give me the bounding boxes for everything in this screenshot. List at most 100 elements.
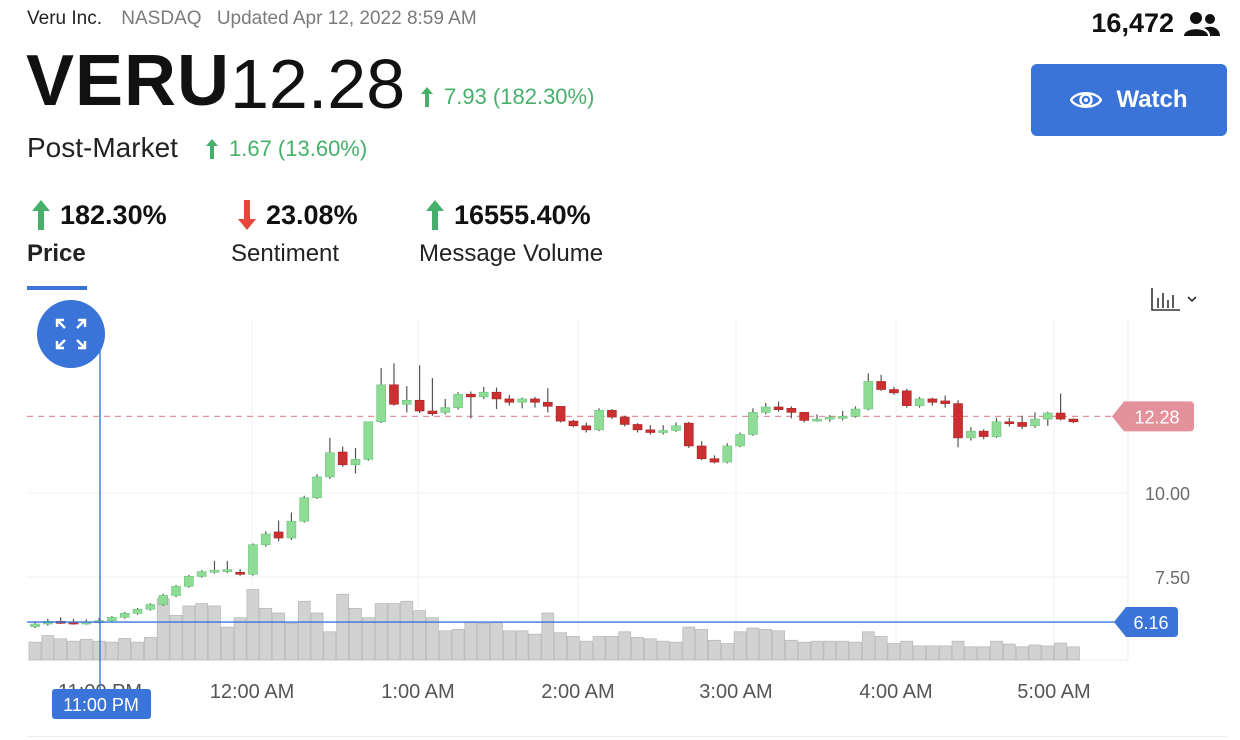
exchange: NASDAQ xyxy=(121,8,202,29)
volume-bar xyxy=(297,600,311,661)
candle-body xyxy=(145,604,156,610)
candle-body xyxy=(632,424,643,431)
people-icon xyxy=(1184,11,1220,36)
y-tick-label: 10.00 xyxy=(1145,484,1190,504)
candle-body xyxy=(825,416,835,420)
watch-button[interactable]: Watch xyxy=(1031,64,1227,136)
candle-body xyxy=(850,408,861,417)
chevron-down-icon xyxy=(1187,296,1197,303)
volume-bar xyxy=(1041,645,1055,661)
volume-bar xyxy=(951,640,965,661)
volume-bar xyxy=(374,603,388,661)
followers-value: 16,472 xyxy=(1091,8,1174,38)
volume-bar xyxy=(977,646,991,661)
volume-bar xyxy=(246,589,260,661)
arrow-down-icon xyxy=(238,200,256,230)
volume-bar xyxy=(515,630,529,661)
volume-bar xyxy=(272,612,285,661)
stat-price: 182.30% xyxy=(30,198,167,232)
candle-body xyxy=(504,398,515,403)
candle-body xyxy=(517,398,527,403)
volume-bar xyxy=(720,643,734,661)
crosshair-price-tag xyxy=(1114,607,1178,638)
volume-bar xyxy=(361,617,375,661)
volume-bar xyxy=(105,641,119,661)
volume-bar xyxy=(631,637,644,661)
candle-body xyxy=(645,429,656,433)
volume-bar xyxy=(220,626,234,661)
last-price: 12.28 xyxy=(230,45,406,123)
volume-bar xyxy=(836,640,850,661)
volume-bar xyxy=(900,640,914,661)
candle-body xyxy=(401,399,412,405)
crosshair-price-tag-label: 6.16 xyxy=(1133,613,1168,633)
volume-bar xyxy=(656,640,670,661)
candle-body xyxy=(312,476,322,499)
volume-bar xyxy=(413,610,426,661)
price-change: 7.93 (182.30%) xyxy=(420,84,594,110)
volume-bar xyxy=(285,622,298,661)
last-price-tag xyxy=(1112,401,1194,432)
volume-bar xyxy=(28,641,42,661)
volume-bar xyxy=(797,641,811,661)
volume-bar xyxy=(502,630,516,661)
candle-body xyxy=(1068,418,1079,423)
post-market-change-value: 1.67 (13.60%) xyxy=(229,136,368,161)
volume-bar xyxy=(426,617,439,661)
expand-icon xyxy=(55,318,87,350)
candle-body xyxy=(389,384,399,405)
candle-body xyxy=(555,406,566,422)
candle-body xyxy=(914,398,925,406)
volume-bar xyxy=(1002,643,1016,661)
candle-body xyxy=(889,389,899,394)
volume-bar xyxy=(990,640,1003,661)
tab-sentiment[interactable]: 23.08% Sentiment xyxy=(231,198,358,268)
tab-message-volume[interactable]: 16555.40% Message Volume xyxy=(419,198,603,268)
candle-body xyxy=(940,400,951,404)
stat-message-volume-label: Message Volume xyxy=(419,240,604,267)
candle-body xyxy=(171,586,181,596)
volume-bar xyxy=(156,598,170,661)
volume-bar xyxy=(67,640,80,661)
candle-body xyxy=(671,425,681,431)
candle-body xyxy=(542,401,553,407)
volume-bar xyxy=(605,636,619,661)
volume-bar xyxy=(336,593,350,661)
tab-price[interactable]: 182.30% Price xyxy=(27,198,167,268)
candle-body xyxy=(1004,421,1015,425)
candle-body xyxy=(478,391,489,398)
candle-body xyxy=(427,410,438,415)
quote-meta: Veru Inc. NASDAQ Updated Apr 12, 2022 8:… xyxy=(27,8,477,30)
candle-body xyxy=(491,391,502,400)
candle-body xyxy=(773,406,784,410)
eye-icon xyxy=(1070,92,1103,108)
x-tick-label: 12:00 AM xyxy=(210,681,295,703)
arrow-up-icon xyxy=(426,200,444,230)
arrow-up-icon xyxy=(421,87,433,107)
crosshair-time-tag xyxy=(52,689,151,719)
chart-type-selector[interactable] xyxy=(1150,286,1198,312)
candle-body xyxy=(748,412,758,435)
candle-body xyxy=(196,571,207,577)
volume-bar xyxy=(926,645,939,661)
volume-bar xyxy=(387,603,401,661)
volume-bar xyxy=(669,641,683,661)
last-price-tag-label: 12.28 xyxy=(1134,407,1179,427)
candle-body xyxy=(30,623,40,628)
volume-bar xyxy=(849,641,862,661)
volume-bar xyxy=(310,612,324,661)
post-market-label: Post-Market xyxy=(27,132,178,163)
candle-body xyxy=(1017,422,1027,427)
arrow-up-icon xyxy=(32,200,50,230)
expand-chart-button[interactable] xyxy=(37,300,105,368)
volume-bar xyxy=(182,605,196,661)
volume-bar xyxy=(913,645,926,661)
bar-chart-icon xyxy=(1151,288,1180,311)
volume-bar xyxy=(1067,646,1080,661)
volume-bar xyxy=(554,632,567,661)
price-change-value: 7.93 (182.30%) xyxy=(444,84,595,109)
candle-body xyxy=(132,608,143,614)
volume-bar xyxy=(144,637,157,661)
candle-body xyxy=(414,399,425,412)
